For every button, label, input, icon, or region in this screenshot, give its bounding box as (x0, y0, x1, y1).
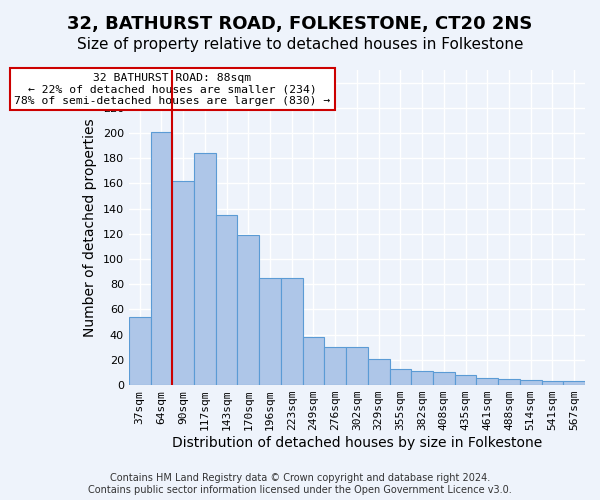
Bar (520, 380, 542, 385)
Bar (216, 215, 238, 385)
Bar (346, 348, 368, 385)
Text: Size of property relative to detached houses in Folkestone: Size of property relative to detached ho… (77, 38, 523, 52)
Bar (411, 371, 433, 385)
Bar (238, 235, 259, 385)
Bar (172, 181, 194, 385)
Text: 32 BATHURST ROAD: 88sqm
← 22% of detached houses are smaller (234)
78% of semi-d: 32 BATHURST ROAD: 88sqm ← 22% of detache… (14, 72, 331, 106)
Bar (302, 337, 325, 385)
Bar (194, 153, 216, 385)
Bar (563, 382, 585, 385)
Bar (129, 317, 151, 385)
Bar (281, 278, 302, 385)
Bar (325, 348, 346, 385)
X-axis label: Distribution of detached houses by size in Folkestone: Distribution of detached houses by size … (172, 436, 542, 450)
Bar (389, 368, 411, 385)
Bar (433, 372, 455, 385)
Bar (542, 382, 563, 385)
Bar (476, 378, 498, 385)
Y-axis label: Number of detached properties: Number of detached properties (83, 118, 97, 337)
Bar (455, 375, 476, 385)
Text: Contains HM Land Registry data © Crown copyright and database right 2024.
Contai: Contains HM Land Registry data © Crown c… (88, 474, 512, 495)
Bar (368, 358, 389, 385)
Bar (259, 278, 281, 385)
Bar (151, 132, 172, 385)
Bar (498, 379, 520, 385)
Text: 32, BATHURST ROAD, FOLKESTONE, CT20 2NS: 32, BATHURST ROAD, FOLKESTONE, CT20 2NS (67, 15, 533, 33)
